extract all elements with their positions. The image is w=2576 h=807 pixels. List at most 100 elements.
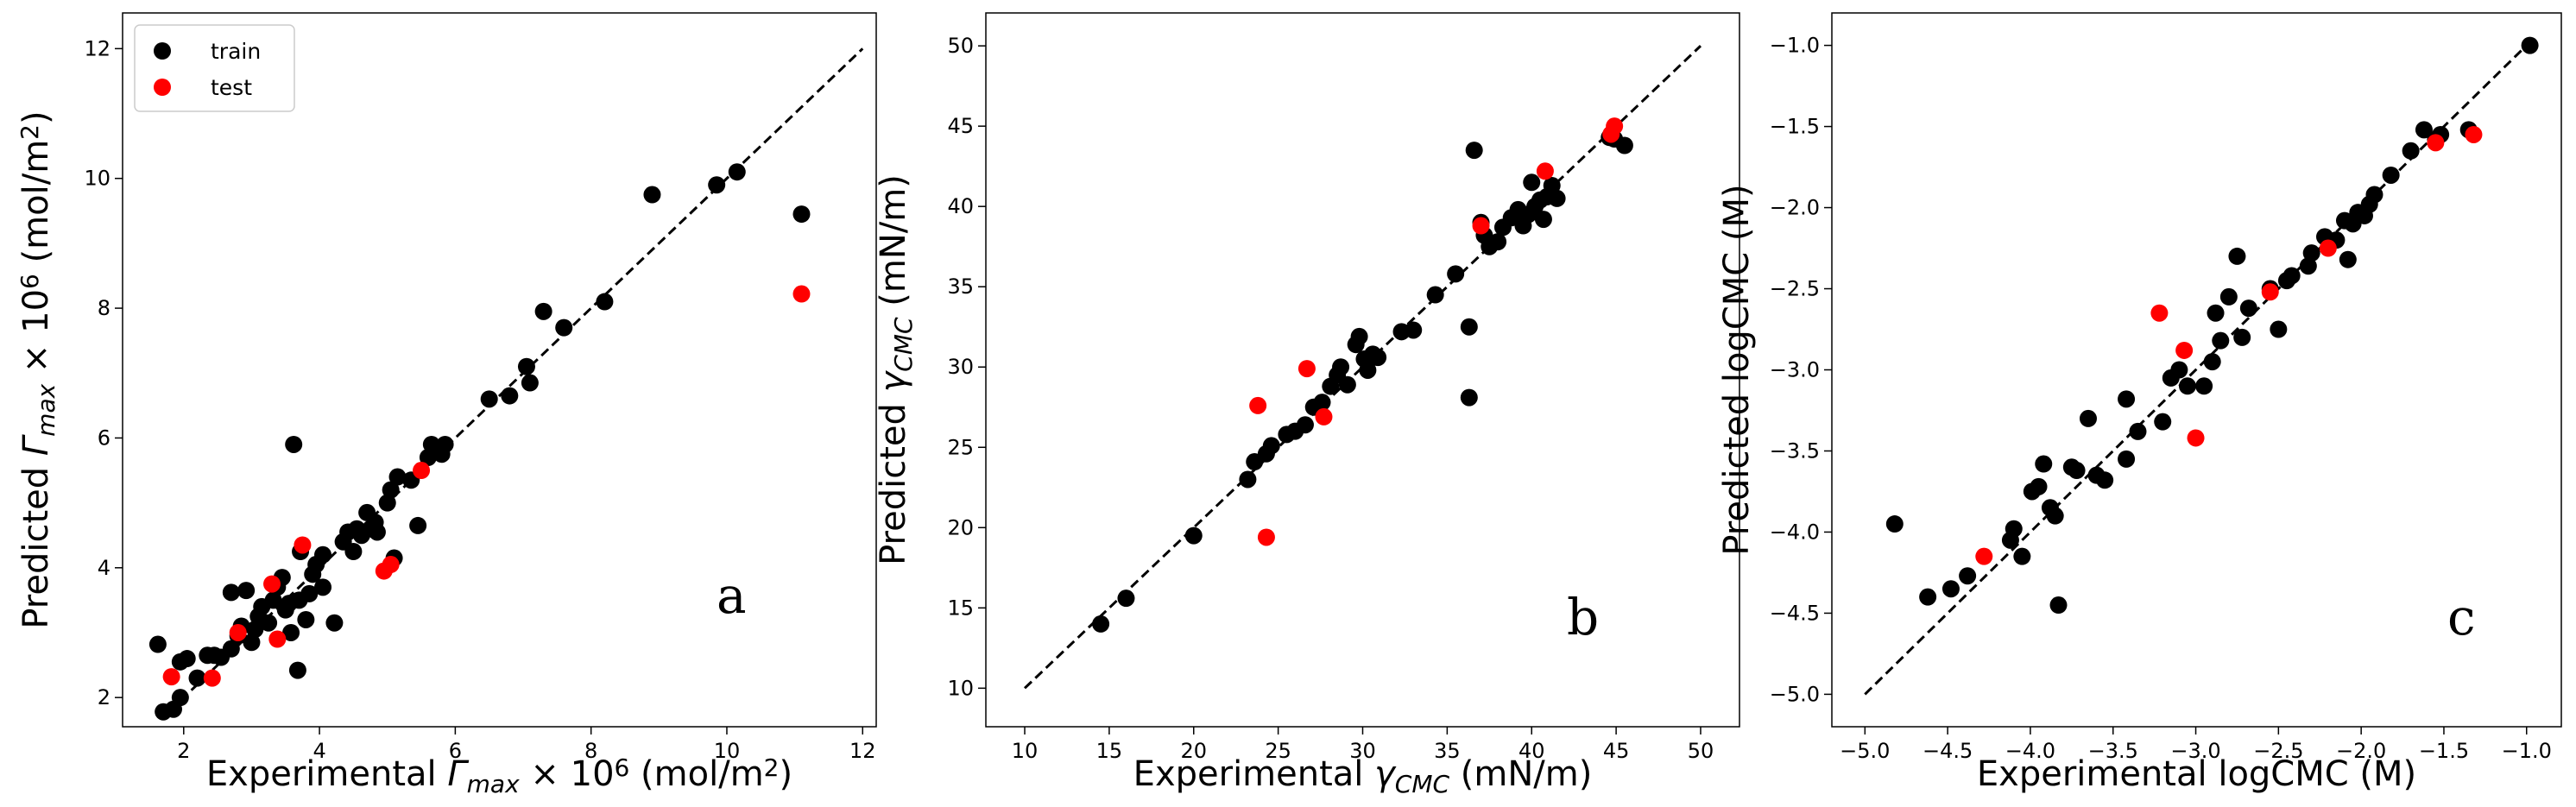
train-point bbox=[2521, 36, 2539, 54]
train-point bbox=[222, 640, 240, 658]
x-tick-label: 45 bbox=[1603, 739, 1630, 763]
test-point bbox=[1975, 547, 1993, 565]
y-tick-label: 15 bbox=[947, 596, 974, 620]
y-tick-label: −3.5 bbox=[1770, 438, 1820, 463]
train-point bbox=[1405, 321, 1423, 339]
y-tick-label: 50 bbox=[947, 34, 974, 58]
x-tick-label: 40 bbox=[1518, 739, 1545, 763]
y-tick-label: −1.5 bbox=[1770, 115, 1820, 139]
train-point bbox=[2212, 331, 2230, 350]
train-point bbox=[1919, 588, 1937, 606]
train-point bbox=[1941, 580, 1960, 598]
train-point bbox=[297, 610, 315, 628]
y-tick-label: −4.0 bbox=[1770, 520, 1820, 544]
y-axis-label: Predicted γCMC (mN/m) bbox=[874, 174, 918, 565]
x-tick-label: −3.0 bbox=[2170, 739, 2220, 763]
train-point bbox=[643, 186, 661, 204]
train-point bbox=[1885, 515, 1904, 533]
train-point bbox=[596, 293, 614, 311]
train-point bbox=[2207, 304, 2225, 322]
train-point bbox=[2096, 471, 2114, 489]
train-point bbox=[2013, 547, 2031, 565]
train-point bbox=[792, 205, 811, 224]
legend: train test bbox=[134, 24, 295, 112]
train-point bbox=[419, 448, 437, 466]
train-point bbox=[1184, 526, 1203, 545]
train-point bbox=[325, 614, 344, 632]
y-tick-label: 45 bbox=[947, 114, 974, 138]
x-tick-label: −1.0 bbox=[2502, 739, 2552, 763]
panel-c: −5.0 −4.5 −4.0 −3.5 −3.0 −2.5 −2.0 −1.5 −1.0 −5.0… bbox=[1717, 12, 2562, 794]
train-point bbox=[2030, 477, 2048, 495]
test-point bbox=[268, 630, 287, 648]
train-point bbox=[501, 387, 519, 405]
test-point bbox=[162, 668, 180, 686]
train-point bbox=[2302, 244, 2320, 262]
train-point bbox=[285, 435, 303, 453]
train-point bbox=[1534, 211, 1552, 229]
train-point bbox=[1523, 173, 1541, 192]
train-point bbox=[260, 614, 278, 632]
test-point bbox=[2465, 125, 2483, 143]
y-tick-label: 10 bbox=[84, 167, 110, 191]
train-point bbox=[1338, 375, 1356, 394]
test-point bbox=[229, 623, 247, 641]
test-point bbox=[1297, 360, 1316, 378]
train-point bbox=[388, 468, 407, 486]
train-point bbox=[1359, 361, 1377, 379]
x-tick-label: −3.5 bbox=[2088, 739, 2138, 763]
x-tick-label: 8 bbox=[584, 739, 597, 763]
train-point bbox=[534, 302, 552, 320]
train-point bbox=[1117, 589, 1135, 608]
axes-frame bbox=[122, 12, 877, 728]
train-point bbox=[2365, 186, 2383, 204]
legend-label-train: train bbox=[211, 39, 261, 64]
panel-a: 2 4 6 8 10 12 2 4 6 8 10 12 Experimental Γmax × 106 … bbox=[16, 12, 877, 798]
train-point bbox=[378, 494, 396, 512]
y-tick-label: 6 bbox=[98, 426, 110, 450]
x-tick-label: 25 bbox=[1265, 739, 1291, 763]
legend-label-test: test bbox=[211, 75, 252, 100]
y-tick-label: 8 bbox=[98, 296, 110, 320]
train-point bbox=[2299, 257, 2317, 275]
train-point bbox=[1092, 615, 1110, 633]
panel-b: 10 15 20 25 30 35 40 45 50 10 15 20 25 30 35 40 45 50 Expe… bbox=[874, 12, 1740, 798]
x-tick-label: −2.5 bbox=[2253, 739, 2303, 763]
train-point bbox=[2195, 377, 2213, 395]
x-tick-label: 20 bbox=[1180, 739, 1207, 763]
train-point bbox=[1548, 189, 1566, 207]
test-point bbox=[1536, 162, 1554, 180]
test-point bbox=[2187, 429, 2205, 447]
panel-letter: a bbox=[717, 566, 747, 625]
test-point bbox=[1249, 396, 1267, 414]
test-point bbox=[263, 575, 281, 593]
x-tick-label: −2.0 bbox=[2336, 739, 2386, 763]
x-tick-label: 50 bbox=[1688, 739, 1714, 763]
train-point bbox=[708, 176, 726, 194]
train-point bbox=[1350, 327, 1368, 345]
x-tick-label: 4 bbox=[313, 739, 325, 763]
train-point bbox=[1262, 437, 1280, 455]
train-point bbox=[1332, 358, 1350, 376]
x-tick-label: 12 bbox=[849, 739, 876, 763]
x-axis-label: Experimental γCMC (mN/m) bbox=[1133, 754, 1593, 798]
y-tick-label: 12 bbox=[84, 36, 110, 60]
y-tick-label: 30 bbox=[947, 355, 974, 379]
y-tick-label: 35 bbox=[947, 274, 974, 299]
train-point bbox=[314, 545, 332, 564]
train-point bbox=[246, 621, 264, 639]
train-point bbox=[2154, 413, 2172, 431]
test-point bbox=[2319, 239, 2337, 257]
y-tick-label: 10 bbox=[947, 676, 974, 700]
x-axis-label: Experimental Γmax × 106 (mol/m2) bbox=[206, 753, 792, 798]
y-tick-label: 4 bbox=[98, 556, 110, 580]
series-train bbox=[1885, 36, 2539, 615]
train-point bbox=[2219, 287, 2238, 306]
y-tick-label: −1.0 bbox=[1770, 34, 1820, 58]
train-point bbox=[2129, 422, 2147, 440]
test-point bbox=[792, 285, 811, 303]
train-point bbox=[2282, 267, 2301, 285]
x-tick-label: 30 bbox=[1349, 739, 1376, 763]
series-train bbox=[148, 163, 811, 721]
